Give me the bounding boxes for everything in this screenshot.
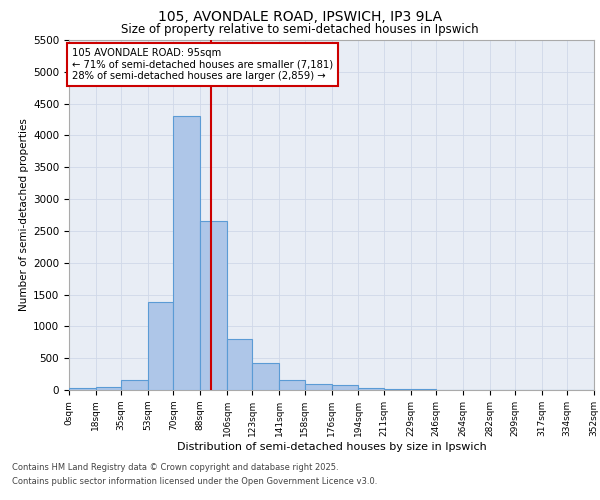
Bar [305,384,332,390]
Bar [121,380,148,390]
Bar [279,380,305,390]
Text: Contains HM Land Registry data © Crown copyright and database right 2025.: Contains HM Land Registry data © Crown c… [12,464,338,472]
Bar [69,388,96,390]
Bar [384,389,410,390]
Bar [148,302,173,390]
Y-axis label: Number of semi-detached properties: Number of semi-detached properties [19,118,29,312]
Bar [253,364,279,390]
X-axis label: Distribution of semi-detached houses by size in Ipswich: Distribution of semi-detached houses by … [176,442,487,452]
Text: 105 AVONDALE ROAD: 95sqm
← 71% of semi-detached houses are smaller (7,181)
28% o: 105 AVONDALE ROAD: 95sqm ← 71% of semi-d… [72,48,333,81]
Text: Contains public sector information licensed under the Open Government Licence v3: Contains public sector information licen… [12,477,377,486]
Bar [96,387,121,390]
Bar [358,388,384,390]
Bar [227,339,253,390]
Bar [173,116,200,390]
Text: Size of property relative to semi-detached houses in Ipswich: Size of property relative to semi-detach… [121,22,479,36]
Text: 105, AVONDALE ROAD, IPSWICH, IP3 9LA: 105, AVONDALE ROAD, IPSWICH, IP3 9LA [158,10,442,24]
Bar [200,222,227,390]
Bar [331,385,358,390]
